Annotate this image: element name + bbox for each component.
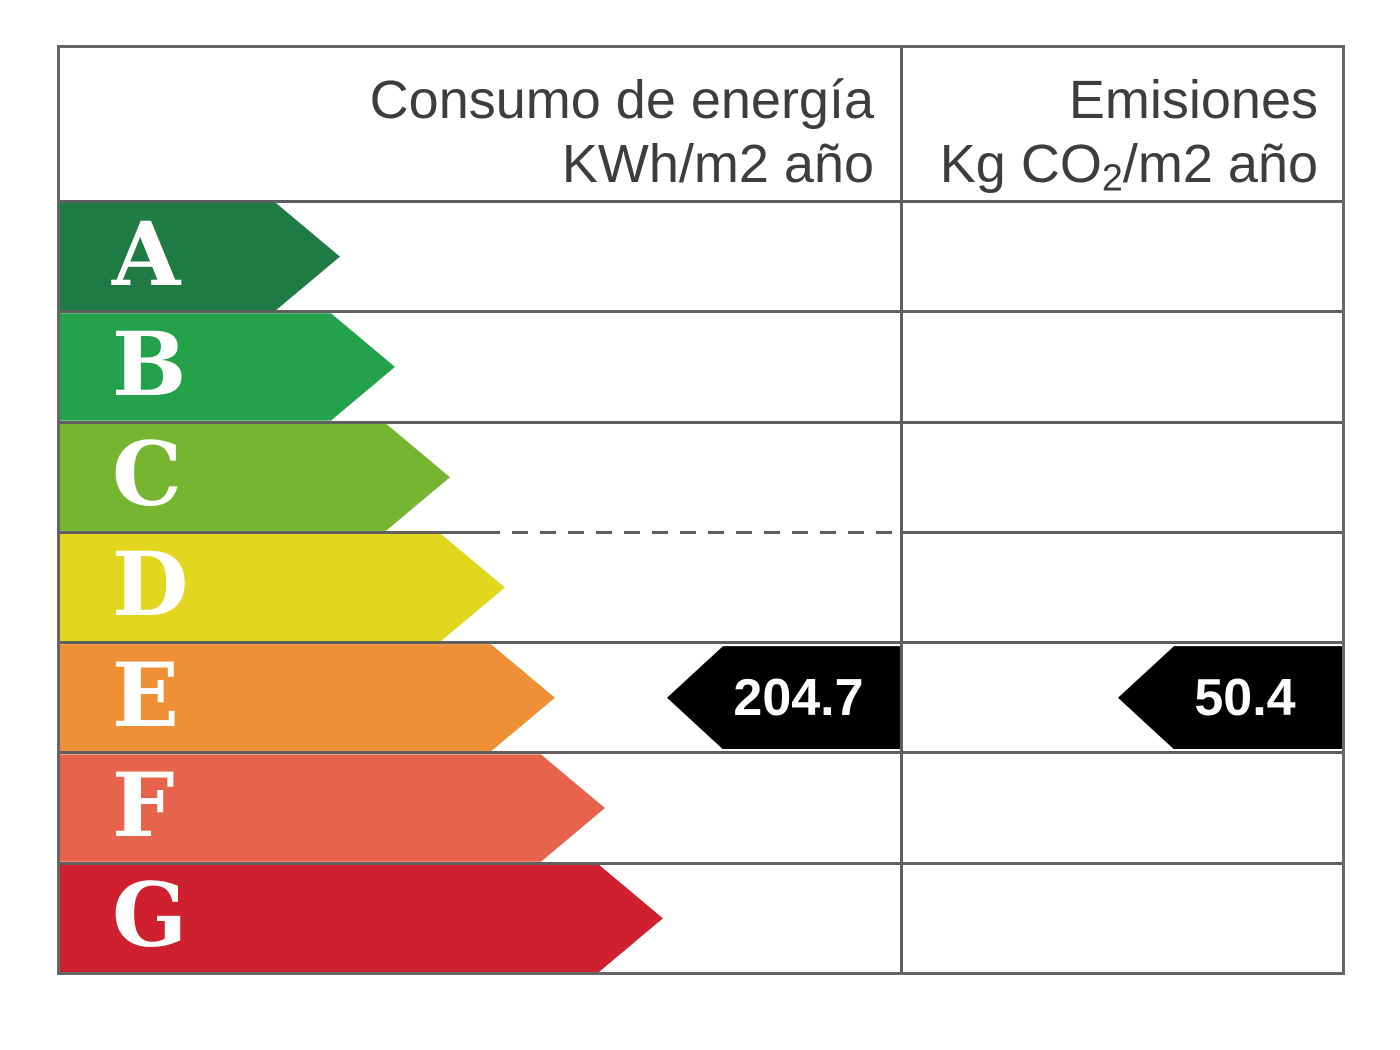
rating-letter: E [112,642,180,747]
emissions-column-header: Emisiones Kg CO2/m2 año [900,48,1342,200]
rating-scale-arrow: D [60,534,505,641]
rating-letter: D [112,532,189,637]
rating-row: B [60,310,1342,420]
rating-scale-arrow: A [60,203,340,310]
rating-letter: C [112,422,183,527]
rating-scale-arrow: F [60,754,605,861]
rating-row: G [60,861,1342,972]
rating-scale-arrow: E [60,644,555,751]
emissions-header-line1: Emisiones [1068,70,1318,130]
emissions-unit-prefix: Kg CO [939,134,1102,194]
rating-row: A [60,200,1342,310]
emissions-unit-suffix: /m2 año [1122,134,1318,194]
rating-scale-arrow: C [60,424,450,531]
energy-column-header: Consumo de energía KWh/m2 año [60,48,900,200]
table-header-row: Consumo de energía KWh/m2 año Emisiones … [60,48,1342,200]
energy-certificate-table: Consumo de energía KWh/m2 año Emisiones … [57,45,1345,975]
value-indicator-arrow: 204.7 [667,646,900,750]
rating-letter: A [112,201,181,306]
co2-subscript: 2 [1101,157,1123,200]
rating-row: F [60,751,1342,861]
indicator-value: 204.7 [733,668,864,727]
rating-scale-arrow: G [60,865,663,972]
rating-letter: G [112,863,188,968]
indicator-value: 50.4 [1194,668,1296,727]
rating-letter: F [112,753,175,858]
column-divider [900,48,903,972]
emissions-header-line2: Kg CO2/m2 año [900,132,1318,210]
rating-row: D [60,530,1342,641]
rating-letter: B [112,311,187,416]
rating-row: E 204.7 50.4 [60,641,1342,751]
rating-row: C [60,420,1342,531]
energy-header-line1: Consumo de energía [369,70,874,130]
rating-scale-arrow: B [60,313,395,420]
energy-header-line2: KWh/m2 año [561,134,874,194]
value-indicator-arrow: 50.4 [1118,646,1342,750]
rating-rows: A B C D E 204.7 50.4 F G [60,200,1342,972]
